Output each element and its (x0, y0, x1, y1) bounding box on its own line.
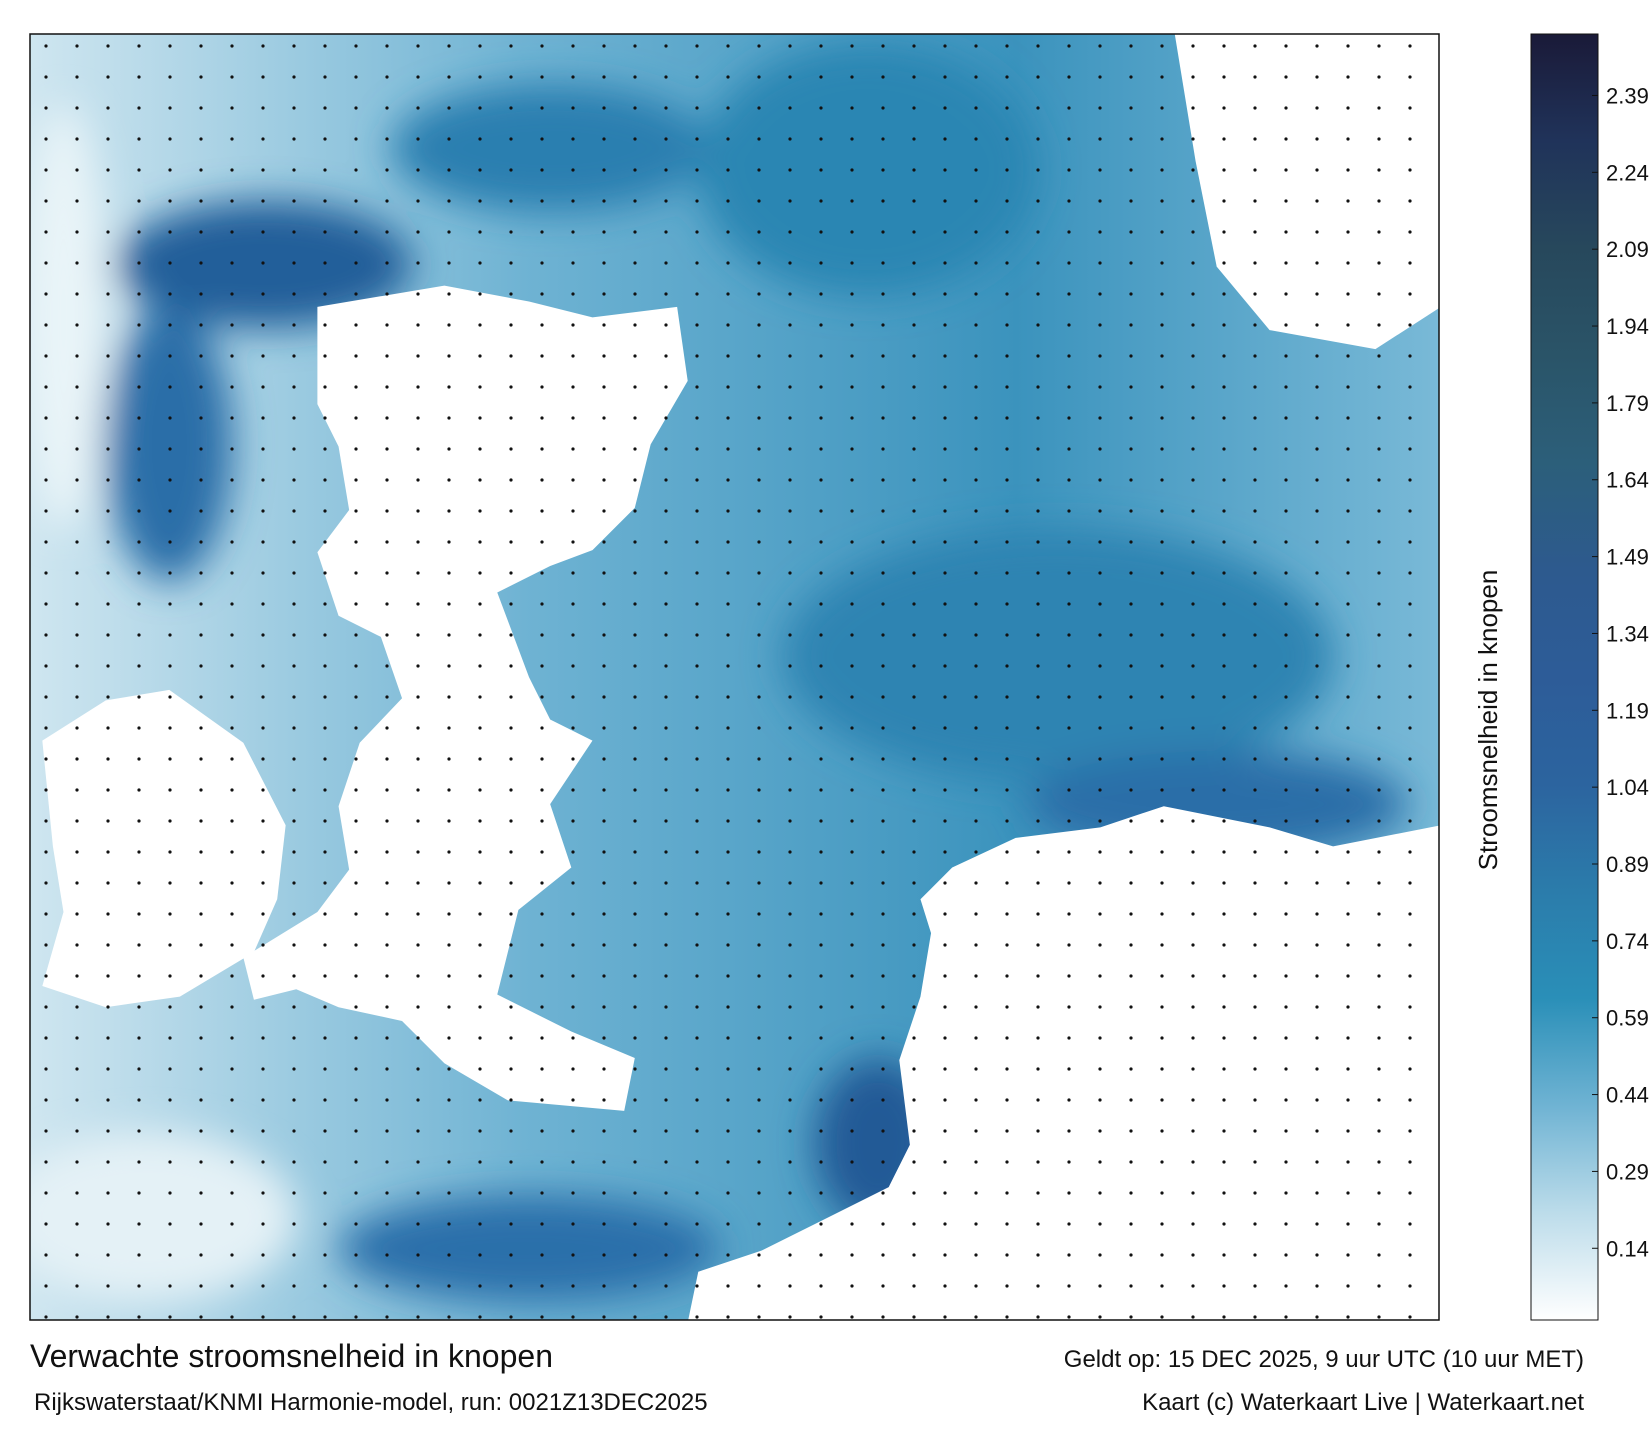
colorbar-tick-label: 1.19 (1606, 698, 1649, 723)
colorbar-scale (1530, 33, 1599, 1321)
colorbar-tick-label: 1.04 (1606, 775, 1649, 800)
colorbar-tick-label: 0.14 (1606, 1236, 1649, 1261)
colorbar-tick-label: 0.44 (1606, 1083, 1649, 1108)
colorbar-tick-label: 1.79 (1606, 391, 1649, 416)
colorbar-tick-label: 1.64 (1606, 468, 1649, 493)
colorbar-tick-label: 1.94 (1606, 314, 1649, 339)
credit: Kaart (c) Waterkaart Live | Waterkaart.n… (1142, 1389, 1584, 1416)
subtitle: Rijkswaterstaat/KNMI Harmonie-model, run… (34, 1389, 708, 1416)
colorbar-tick-label: 1.49 (1606, 545, 1649, 570)
valid-time: Geldt op: 15 DEC 2025, 9 uur UTC (10 uur… (1064, 1346, 1584, 1373)
map-frame (29, 33, 1440, 1321)
colorbar-tick-label: 2.39 (1606, 83, 1649, 108)
colorbar-tick-label: 2.09 (1606, 237, 1649, 262)
title: Verwachte stroomsnelheid in knopen (30, 1338, 553, 1374)
colorbar-label: Stroomsnelheid in knopen (1473, 570, 1503, 871)
colorbar-tick-label: 0.59 (1606, 1006, 1649, 1031)
colorbar-tick-label: 2.24 (1606, 160, 1649, 185)
colorbar: 0.14 0.29 0.44 0.59 0.74 0.89 1.04 1.19 1.34 1.49… (1530, 33, 1649, 1321)
colorbar-tick-label: 0.74 (1606, 929, 1649, 954)
vector-grid (30, 34, 1439, 1320)
colorbar-tick-label: 1.34 (1606, 621, 1649, 646)
colorbar-tick-label: 0.89 (1606, 852, 1649, 877)
colorbar-tick-label: 0.29 (1606, 1159, 1649, 1184)
map-area (30, 34, 1439, 1320)
